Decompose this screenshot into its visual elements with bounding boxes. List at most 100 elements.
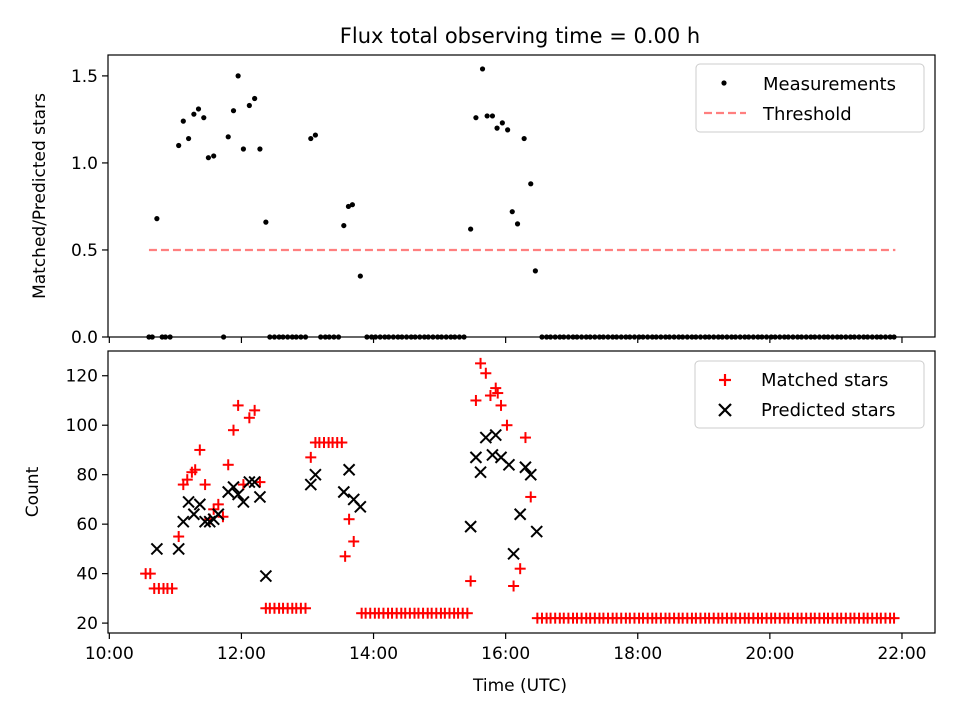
top-y-tick-label: 0.0	[71, 328, 98, 348]
measurement-point	[341, 222, 347, 229]
predicted-star-point	[248, 475, 261, 489]
matched-star-point	[336, 437, 348, 449]
top-y-tick-label: 0.5	[71, 241, 98, 261]
predicted-star-point	[231, 488, 245, 501]
predicted-star-point	[502, 458, 516, 471]
predicted-star-point	[354, 500, 367, 514]
matched-star-point	[492, 387, 504, 399]
predicted-star-point	[524, 468, 537, 481]
matched-star-point	[339, 550, 351, 562]
matched-star-point	[525, 491, 537, 503]
top-legend-box	[695, 63, 925, 133]
measurement-point	[494, 125, 500, 131]
legend-predicted-marker	[718, 403, 732, 417]
bottom-panel: 20 40 60 80 100 120 10:00 12:00 14:00 16:00 18:00…	[23, 350, 936, 696]
matched-star-point	[470, 394, 482, 406]
top-y-axis: 0.0 0.5 1.0 1.5	[71, 67, 108, 348]
matched-star-point	[194, 444, 206, 456]
bottom-x-axis: 10:00 12:00 14:00 16:00 18:00 20:00 22:00	[85, 633, 926, 664]
predicted-star-point	[193, 498, 207, 511]
x-axis-label: Time (UTC)	[472, 676, 567, 696]
matched-star-point	[144, 568, 156, 580]
measurement-point	[514, 221, 521, 227]
top-y-tick-label: 1.5	[71, 67, 98, 87]
measurement-point	[489, 113, 496, 119]
matched-star-point	[501, 419, 513, 431]
matched-star-point	[514, 563, 526, 575]
matched-star-point	[490, 382, 502, 394]
measurement-point	[211, 153, 217, 159]
measurement-point	[345, 203, 352, 210]
measurement-point	[349, 202, 356, 208]
predicted-star-point	[253, 490, 267, 504]
measurement-point	[240, 146, 247, 152]
x-tick-label: 18:00	[613, 644, 662, 664]
matched-star-point	[254, 476, 266, 488]
legend-predicted-label: Predicted stars	[761, 400, 895, 421]
measurement-point	[225, 134, 231, 140]
predicted-star-point	[182, 495, 195, 509]
predicted-star-point	[489, 428, 502, 442]
matched-star-point	[495, 399, 507, 411]
legend-measurements-marker	[721, 80, 727, 86]
matched-star-point	[249, 404, 261, 416]
bottom-legend: Matched stars Predicted stars	[694, 360, 925, 429]
bottom-y-tick-label: 60	[76, 515, 98, 535]
measurement-point	[479, 66, 486, 72]
predicted-star-point	[507, 547, 520, 561]
matched-star-point	[343, 513, 355, 525]
matched-star-point	[212, 498, 224, 510]
measurement-point	[185, 135, 192, 142]
matched-star-point	[484, 390, 496, 402]
bottom-y-tick-label: 120	[66, 367, 98, 387]
predicted-star-point	[177, 515, 190, 528]
measurement-point	[235, 73, 241, 79]
x-tick-label: 14:00	[349, 644, 398, 664]
bottom-y-tick-label: 40	[76, 565, 98, 585]
matched-star-point	[519, 432, 531, 444]
matched-star-point	[475, 357, 487, 369]
measurement-point	[191, 111, 197, 117]
predicted-star-point	[172, 542, 185, 556]
measurement-point	[509, 209, 515, 215]
predicted-star-point	[237, 495, 250, 509]
top-x-ticks	[108, 337, 903, 343]
top-plot-area	[146, 66, 897, 340]
predicted-star-point	[479, 431, 493, 444]
predicted-star-point	[519, 461, 532, 474]
predicted-star-point	[187, 508, 201, 521]
matched-star-point	[166, 582, 178, 594]
predicted-star-point	[530, 525, 543, 538]
matched-star-point	[348, 535, 360, 547]
measurement-point	[246, 102, 252, 109]
predicted-star-point	[342, 463, 356, 476]
matched-star-point	[232, 399, 244, 411]
predicted-star-point	[513, 508, 527, 521]
matched-star-point	[300, 602, 312, 614]
measurement-point	[505, 127, 511, 133]
predicted-star-point	[486, 448, 499, 462]
measurement-point	[201, 115, 207, 121]
matched-star-point	[243, 412, 255, 424]
legend-matched-label: Matched stars	[761, 370, 888, 391]
top-panel: 0.0 0.5 1.0 1.5 Matched/Predicted stars Mea…	[30, 54, 936, 348]
measurement-point	[257, 146, 263, 152]
predicted-star-point	[212, 508, 225, 521]
measurement-point	[521, 135, 527, 142]
top-y-tick-label: 1.0	[71, 154, 98, 174]
predicted-star-point	[469, 451, 483, 464]
x-tick-label: 16:00	[481, 644, 530, 664]
bottom-axes-frame	[107, 350, 936, 634]
top-y-axis-label: Matched/Predicted stars	[30, 93, 50, 299]
predicted-star-point	[243, 475, 256, 489]
matched-star-point	[228, 424, 240, 436]
matched-star-point	[465, 575, 477, 587]
matched-star-point	[305, 451, 317, 463]
predicted-star-point	[337, 485, 351, 499]
predicted-star-point	[474, 466, 487, 479]
bottom-y-tick-label: 20	[76, 614, 98, 634]
x-tick-label: 12:00	[217, 644, 266, 664]
legend-threshold-label: Threshold	[762, 104, 852, 125]
measurement-point	[230, 108, 237, 114]
predicted-star-point	[227, 480, 240, 494]
